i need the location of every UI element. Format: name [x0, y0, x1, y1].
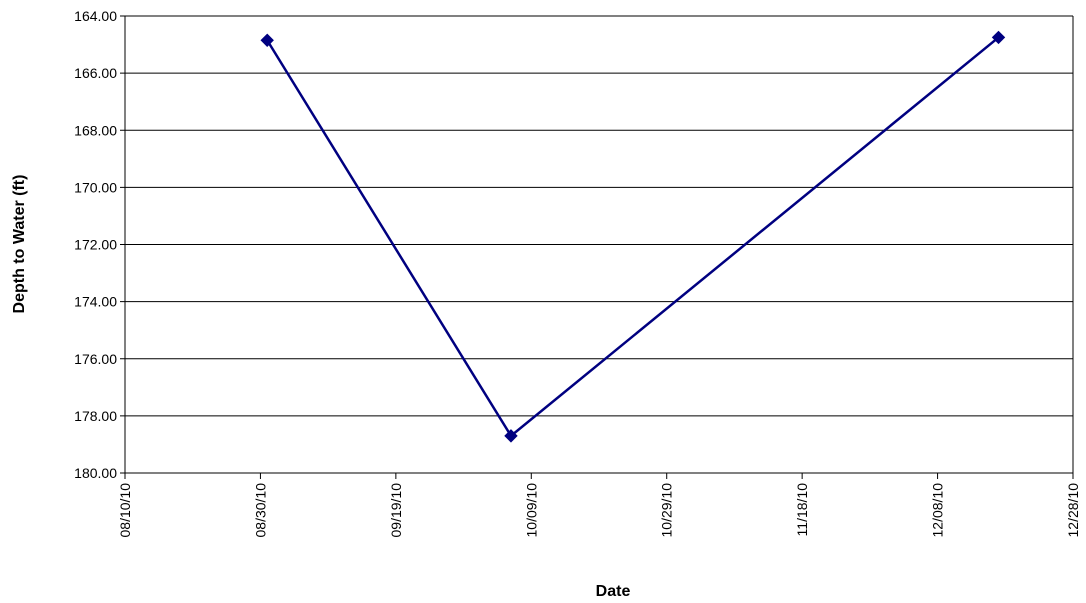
- data-point-marker: [260, 33, 274, 47]
- axes: [120, 15, 1074, 479]
- series-line: [266, 36, 1000, 438]
- x-axis-title: Date: [596, 583, 631, 600]
- x-tick-label: 10/09/10: [523, 483, 539, 538]
- y-tick-label: 170.00: [74, 179, 117, 195]
- y-tick-label: 176.00: [74, 351, 117, 367]
- data-point-marker: [504, 429, 518, 443]
- x-tick-label: 08/30/10: [252, 483, 268, 538]
- x-tick-label: 10/29/10: [659, 483, 675, 538]
- data-point-marker: [991, 30, 1006, 45]
- x-tick-label: 08/10/10: [117, 483, 133, 538]
- y-tick-label: 166.00: [74, 65, 117, 81]
- data-series: [260, 30, 1006, 443]
- x-tick-label: 12/28/10: [1065, 483, 1081, 538]
- y-tick-label: 172.00: [74, 237, 117, 253]
- x-tick-label: 09/19/10: [388, 483, 404, 538]
- x-tick-label: 11/18/10: [794, 483, 810, 537]
- gridlines: [125, 15, 1073, 474]
- y-tick-label: 164.00: [74, 8, 117, 24]
- x-tick-label: 12/08/10: [930, 483, 946, 538]
- y-tick-label: 168.00: [74, 122, 117, 138]
- y-tick-label: 178.00: [74, 408, 117, 424]
- y-axis-title: Depth to Water (ft): [11, 175, 28, 314]
- tick-labels: 164.00 166.00 168.00 170.00 172.00 174.00 176.…: [74, 8, 1081, 538]
- y-tick-label: 180.00: [74, 465, 117, 481]
- y-tick-label: 174.00: [74, 294, 117, 310]
